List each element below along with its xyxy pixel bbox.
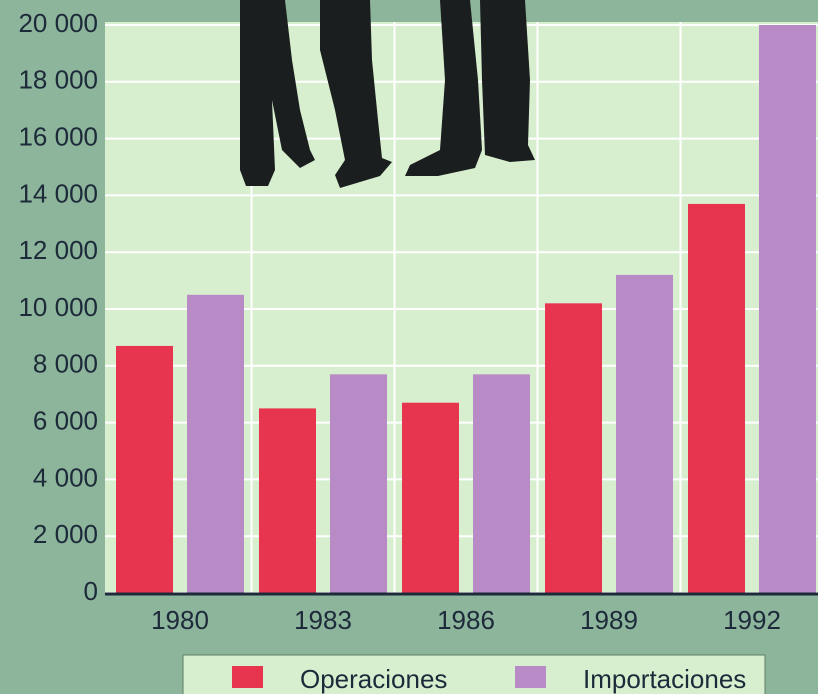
bar <box>473 374 530 593</box>
legend-label: Importaciones <box>583 664 746 694</box>
bar <box>545 303 602 593</box>
y-tick-label: 10 000 <box>18 292 98 322</box>
legend-swatch <box>232 666 263 688</box>
y-tick-label: 8 000 <box>33 349 98 379</box>
bar <box>759 25 816 593</box>
y-tick-label: 12 000 <box>18 235 98 265</box>
x-tick-label: 1980 <box>151 605 209 635</box>
y-tick-label: 16 000 <box>18 121 98 151</box>
bar <box>330 374 387 593</box>
y-tick-label: 2 000 <box>33 519 98 549</box>
y-tick-label: 4 000 <box>33 462 98 492</box>
y-tick-label: 0 <box>84 576 98 606</box>
y-tick-label: 20 000 <box>18 8 98 38</box>
legend-label: Operaciones <box>300 664 447 694</box>
legend: Operaciones Importaciones <box>183 655 765 694</box>
chart: Operaciones Importaciones 0 2 000 4 000 6 00… <box>0 0 818 694</box>
bar <box>259 408 316 593</box>
y-tick-label: 14 000 <box>18 178 98 208</box>
x-tick-label: 1989 <box>580 605 638 635</box>
x-tick-label: 1983 <box>294 605 352 635</box>
bar <box>116 346 173 593</box>
bar <box>616 275 673 593</box>
x-tick-label: 1986 <box>437 605 495 635</box>
page: Operaciones Importaciones 0 2 000 4 000 6 00… <box>0 0 818 694</box>
legend-swatch <box>515 666 546 688</box>
bar <box>688 204 745 593</box>
bar <box>402 403 459 593</box>
y-tick-label: 6 000 <box>33 405 98 435</box>
y-tick-label: 18 000 <box>18 65 98 95</box>
x-tick-label: 1992 <box>723 605 781 635</box>
bar <box>187 295 244 593</box>
